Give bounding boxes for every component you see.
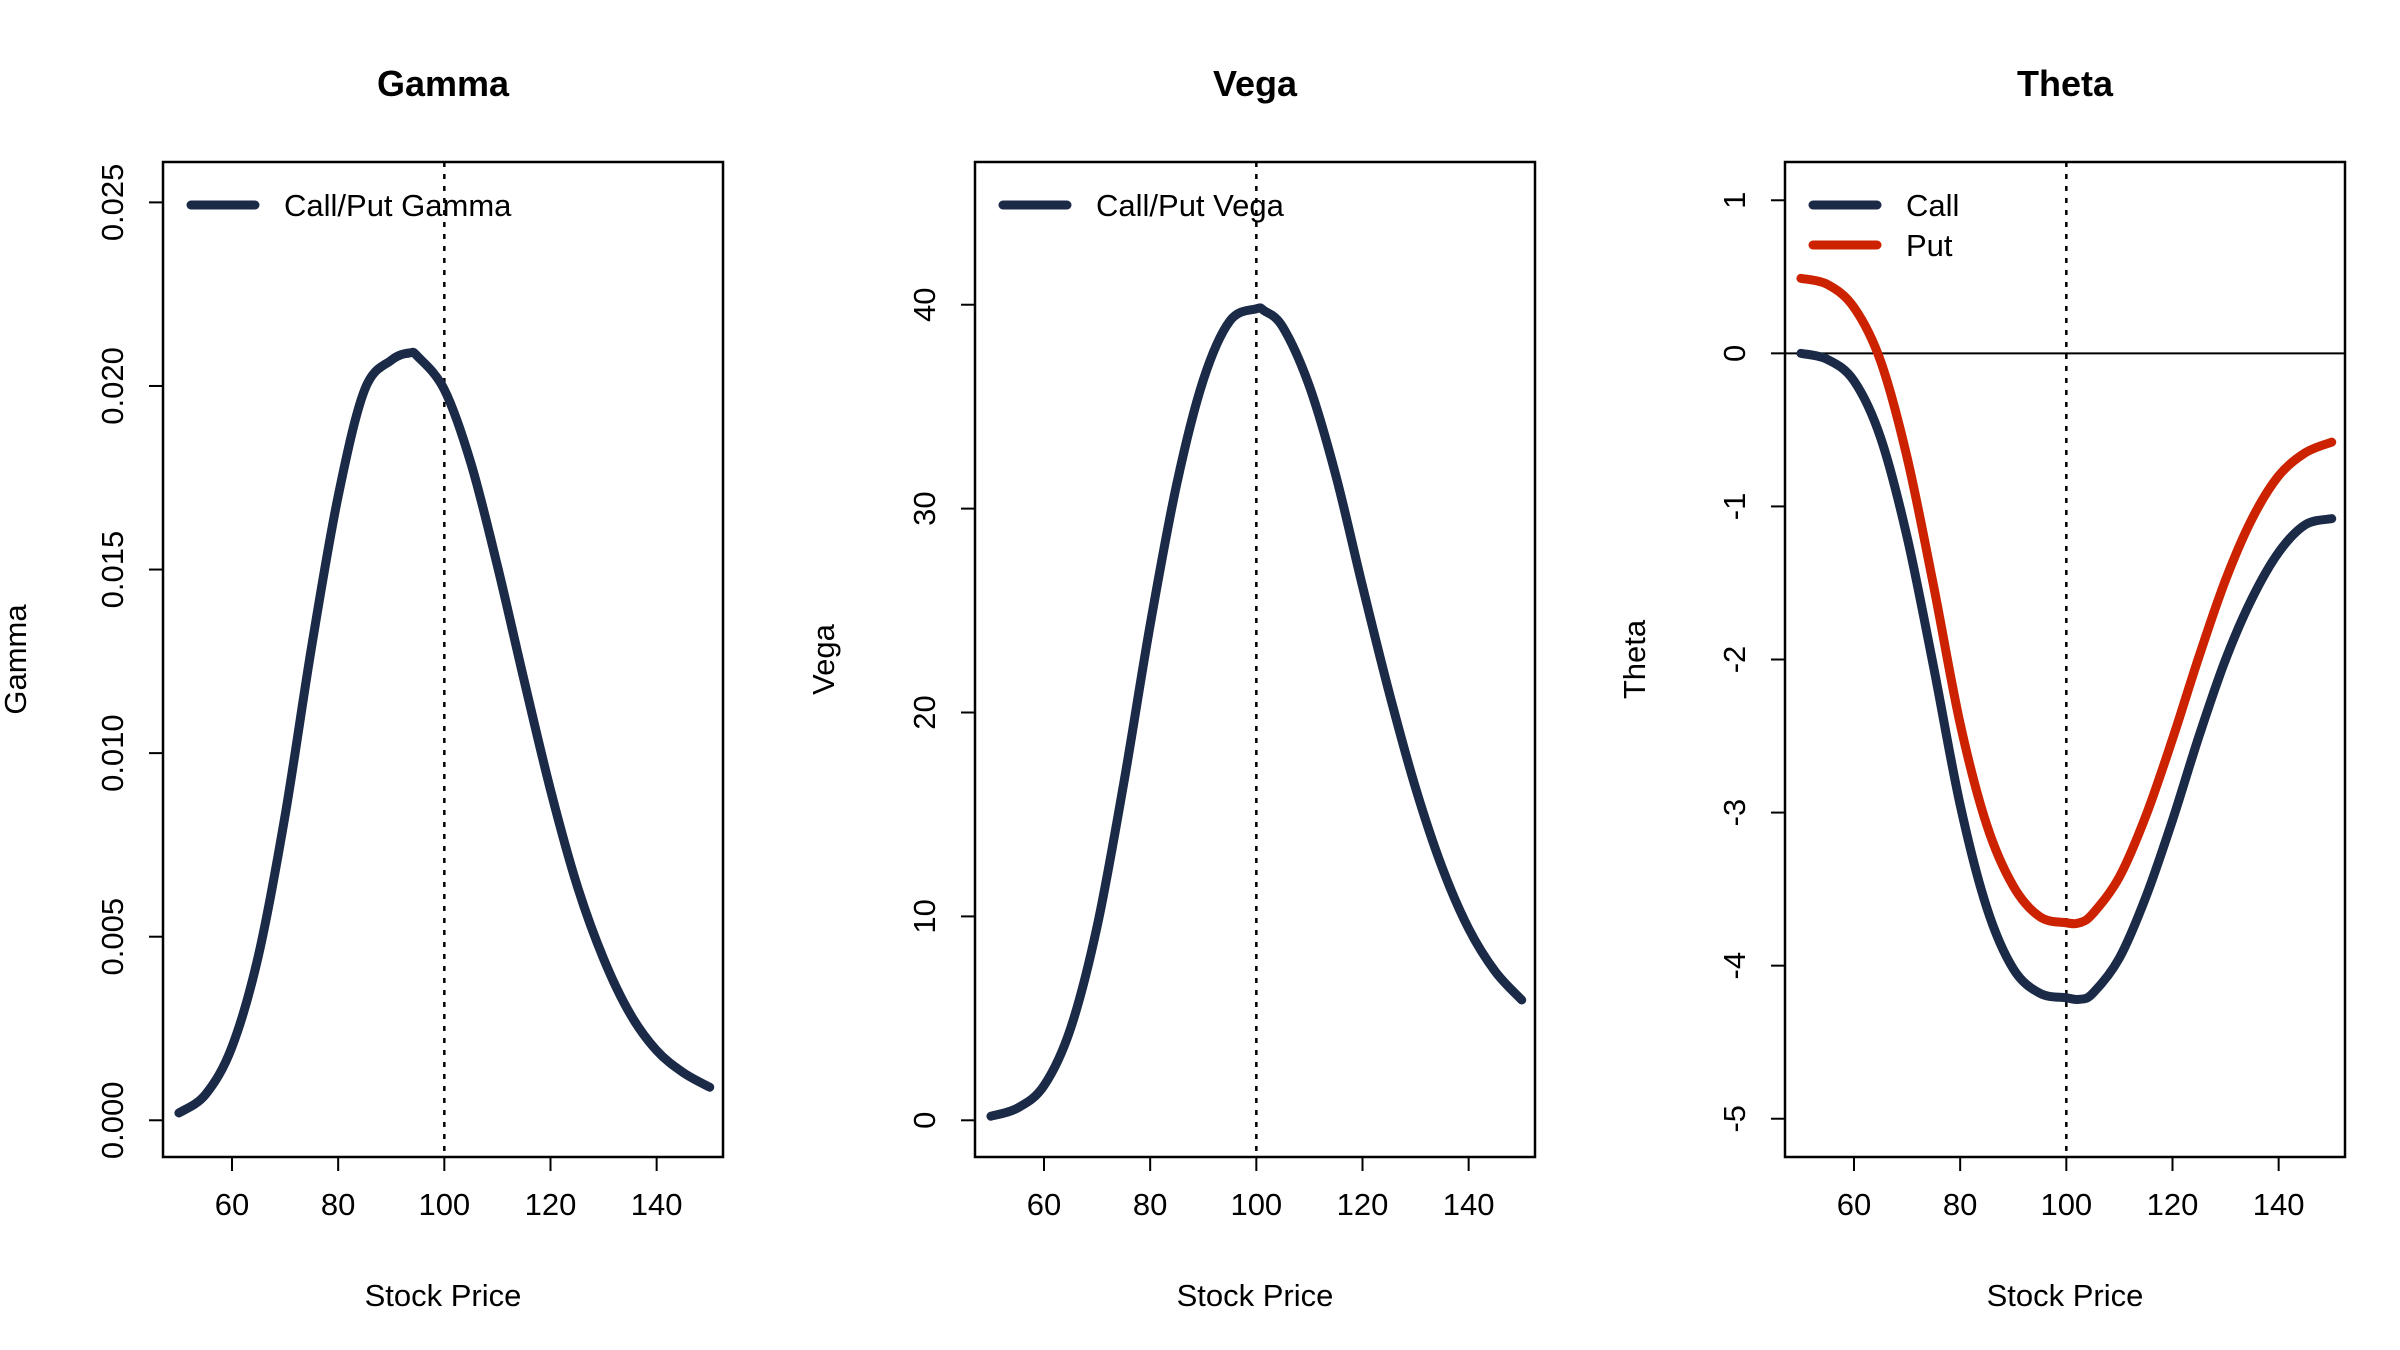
theta-y-axis-title: Theta: [1617, 619, 1652, 699]
vega-legend-label: Call/Put Vega: [1096, 188, 1285, 223]
gamma-y-tick-label: 0.015: [95, 531, 130, 609]
theta-x-tick-label: 120: [2147, 1187, 2199, 1222]
vega-title: Vega: [1213, 63, 1298, 104]
vega-y-tick-label: 30: [907, 491, 942, 525]
vega-x-axis-title: Stock Price: [1177, 1278, 1334, 1313]
theta-x-tick-label: 100: [2040, 1187, 2092, 1222]
gamma-x-tick-label: 80: [321, 1187, 355, 1222]
theta-title: Theta: [2017, 63, 2114, 104]
theta-put-line: [1796, 273, 2337, 929]
theta-y-tick-label: 0: [1717, 345, 1752, 362]
theta-y-tick-label: 1: [1717, 192, 1752, 209]
theta-y-tick-label: -1: [1717, 493, 1752, 521]
gamma-call-put-gamma-line: [174, 347, 715, 1118]
theta-x-tick-label: 80: [1943, 1187, 1977, 1222]
vega-x-tick-label: 80: [1133, 1187, 1167, 1222]
theta-legend-label: Put: [1906, 228, 1953, 263]
gamma-panel: Gamma 60 80 100 120 140 0.000 0.005 0.010 0.015 0.…: [0, 63, 725, 1313]
vega-x-tick-label: 100: [1230, 1187, 1282, 1222]
theta-y-tick-label: -4: [1717, 952, 1752, 980]
theta-x-tick-label: 60: [1837, 1187, 1871, 1222]
gamma-y-tick-label: 0.020: [95, 347, 130, 425]
vega-y-axis-title: Vega: [806, 623, 841, 694]
gamma-x-tick-label: 60: [215, 1187, 249, 1222]
gamma-y-tick-label: 0.000: [95, 1081, 130, 1159]
theta-call-line: [1796, 348, 2337, 1005]
vega-panel: Vega 60 80 100 120 140 0 10 20 30 40 Stock Price Veg…: [806, 63, 1537, 1313]
gamma-title: Gamma: [377, 63, 510, 104]
vega-y-tick-label: 40: [907, 287, 942, 321]
gamma-y-axis-title: Gamma: [0, 604, 33, 715]
theta-x-tick-label: 140: [2253, 1187, 2305, 1222]
theta-plot-frame: [1783, 160, 2347, 1159]
theta-y-tick-label: -3: [1717, 799, 1752, 827]
gamma-y-tick-label: 0.010: [95, 714, 130, 792]
vega-x-tick-label: 60: [1027, 1187, 1061, 1222]
vega-x-tick-label: 140: [1443, 1187, 1495, 1222]
theta-legend-label: Call: [1906, 188, 1959, 223]
gamma-plot-frame: [161, 160, 725, 1159]
gamma-x-axis-title: Stock Price: [365, 1278, 522, 1313]
gamma-x-tick-label: 120: [525, 1187, 577, 1222]
theta-y-tick-label: -2: [1717, 646, 1752, 674]
gamma-legend-label: Call/Put Gamma: [284, 188, 512, 223]
gamma-y-tick-label: 0.005: [95, 898, 130, 976]
vega-y-tick-label: 0: [907, 1112, 942, 1129]
vega-y-tick-label: 10: [907, 899, 942, 933]
vega-call-put-vega-line: [986, 303, 1527, 1121]
vega-y-tick-label: 20: [907, 695, 942, 729]
gamma-x-tick-label: 100: [418, 1187, 470, 1222]
vega-plot-frame: [973, 160, 1537, 1159]
gamma-x-tick-label: 140: [631, 1187, 683, 1222]
theta-x-axis-title: Stock Price: [1987, 1278, 2144, 1313]
vega-x-tick-label: 120: [1337, 1187, 1389, 1222]
theta-y-tick-label: -5: [1717, 1105, 1752, 1133]
gamma-y-tick-label: 0.025: [95, 164, 130, 242]
theta-panel: Theta 60 80 100 120 140 1 0 -1 -2 -3 -4 -5 Stock Pric…: [1617, 63, 2347, 1313]
